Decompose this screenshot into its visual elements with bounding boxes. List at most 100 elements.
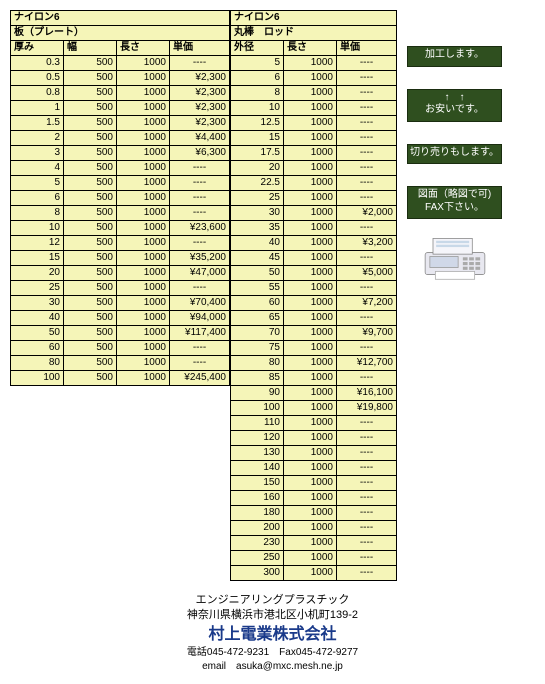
footer-email: email asuka@mxc.mesh.ne.jp — [10, 660, 535, 674]
table-cell: 80 — [231, 356, 284, 371]
table-cell: ---- — [337, 551, 397, 566]
table-cell: 1000 — [117, 86, 170, 101]
table-row: 125001000---- — [11, 236, 230, 251]
table-cell: ¥35,200 — [170, 251, 230, 266]
table-cell: 180 — [231, 506, 284, 521]
table-row: 15001000¥2,300 — [11, 101, 230, 116]
table-row: 205001000¥47,000 — [11, 266, 230, 281]
table-row: 305001000¥70,400 — [11, 296, 230, 311]
table-cell: 100 — [11, 371, 64, 386]
table-cell: ---- — [337, 71, 397, 86]
table-cell: 1000 — [284, 551, 337, 566]
table-cell: 1000 — [284, 536, 337, 551]
table-cell: ---- — [337, 56, 397, 71]
table-cell: 6 — [231, 71, 284, 86]
table-cell: 1000 — [284, 521, 337, 536]
fax-text: FAX下さい。 — [410, 202, 499, 215]
table-row: 651000---- — [231, 311, 397, 326]
table-row: 351000---- — [231, 221, 397, 236]
table-row: 1001000¥19,800 — [231, 401, 397, 416]
table-cell: 20 — [11, 266, 64, 281]
table-row: 45001000---- — [11, 161, 230, 176]
table-row: 1.55001000¥2,300 — [11, 116, 230, 131]
table-cell: 3 — [11, 146, 64, 161]
table-cell: ---- — [337, 536, 397, 551]
table-row: 1601000---- — [231, 491, 397, 506]
column-header: 単価 — [170, 41, 230, 56]
table-cell: ---- — [337, 146, 397, 161]
table-cell: ---- — [337, 371, 397, 386]
table-cell: ---- — [337, 161, 397, 176]
table-cell: 1000 — [117, 266, 170, 281]
table-row: 551000---- — [231, 281, 397, 296]
table-cell: 15 — [231, 131, 284, 146]
info-box-cheap: ↑ ↑ お安いです。 — [407, 89, 502, 122]
table-cell: ---- — [170, 356, 230, 371]
table-cell: 500 — [64, 281, 117, 296]
table-cell: ¥2,300 — [170, 101, 230, 116]
table-cell: 500 — [64, 71, 117, 86]
column-header: 長さ — [117, 41, 170, 56]
table-cell: 25 — [231, 191, 284, 206]
table-cell: 17.5 — [231, 146, 284, 161]
table-cell: ¥19,800 — [337, 401, 397, 416]
column-header: 幅 — [64, 41, 117, 56]
rod-table: ナイロン6 丸棒 ロッド 外径長さ単価 51000----61000----81… — [230, 10, 397, 581]
table-cell: 0.8 — [11, 86, 64, 101]
company-name: 村上電業株式会社 — [10, 624, 535, 646]
table-cell: 200 — [231, 521, 284, 536]
table-cell: ---- — [170, 206, 230, 221]
table-cell: 500 — [64, 206, 117, 221]
table-cell: 1000 — [117, 206, 170, 221]
table-cell: 1000 — [284, 221, 337, 236]
table-cell: 8 — [11, 206, 64, 221]
table-cell: ---- — [337, 506, 397, 521]
table-cell: 500 — [64, 176, 117, 191]
table-cell: 1000 — [284, 71, 337, 86]
spacer — [407, 128, 502, 138]
table-cell: 65 — [231, 311, 284, 326]
rod-header-row: 外径長さ単価 — [231, 41, 397, 56]
table-cell: 0.5 — [11, 71, 64, 86]
table-cell: 1000 — [117, 326, 170, 341]
table-row: 851000---- — [231, 371, 397, 386]
plate-subtitle: 板（プレート） — [11, 26, 230, 41]
table-row: 0.55001000¥2,300 — [11, 71, 230, 86]
table-row: 35001000¥6,300 — [11, 146, 230, 161]
table-cell: ¥16,100 — [337, 386, 397, 401]
table-cell: 500 — [64, 221, 117, 236]
drawing-text: 図面（略図で可) — [410, 189, 499, 202]
table-row: 65001000---- — [11, 191, 230, 206]
table-cell: 500 — [64, 341, 117, 356]
table-row: 751000---- — [231, 341, 397, 356]
table-cell: ---- — [337, 116, 397, 131]
column-header: 単価 — [337, 41, 397, 56]
table-cell: 500 — [64, 161, 117, 176]
table-row: 2501000---- — [231, 551, 397, 566]
column-header: 外径 — [231, 41, 284, 56]
table-cell: 1000 — [284, 296, 337, 311]
table-cell: 30 — [11, 296, 64, 311]
table-cell: 90 — [231, 386, 284, 401]
table-cell: 5 — [11, 176, 64, 191]
table-cell: ¥2,300 — [170, 86, 230, 101]
table-cell: ---- — [337, 341, 397, 356]
table-cell: ---- — [337, 566, 397, 581]
column-header: 長さ — [284, 41, 337, 56]
table-row: 2301000---- — [231, 536, 397, 551]
table-row: 201000---- — [231, 161, 397, 176]
table-cell: 1 — [11, 101, 64, 116]
table-row: 1401000---- — [231, 461, 397, 476]
table-cell: 1000 — [284, 386, 337, 401]
table-cell: ---- — [170, 236, 230, 251]
footer: エンジニアリングプラスチック 神奈川県横浜市港北区小机町139-2 村上電業株式… — [10, 593, 535, 674]
table-cell: 1000 — [117, 191, 170, 206]
table-cell: 120 — [231, 431, 284, 446]
table-cell: 500 — [64, 116, 117, 131]
table-cell: 160 — [231, 491, 284, 506]
table-row: 405001000¥94,000 — [11, 311, 230, 326]
table-cell: 85 — [231, 371, 284, 386]
table-cell: 12.5 — [231, 116, 284, 131]
table-cell: 250 — [231, 551, 284, 566]
table-cell: 1000 — [117, 146, 170, 161]
